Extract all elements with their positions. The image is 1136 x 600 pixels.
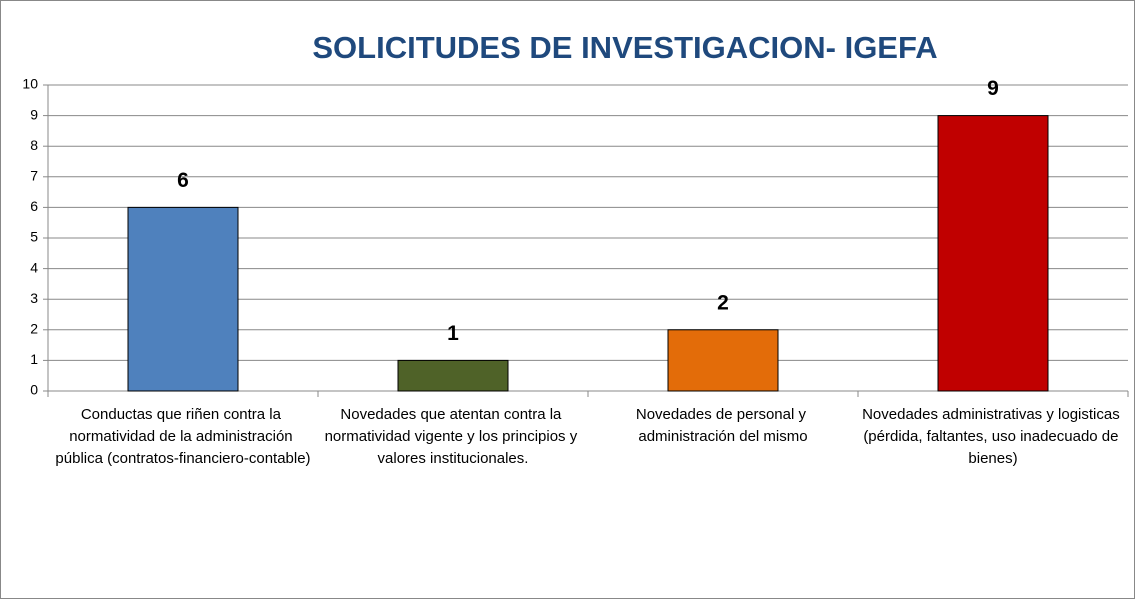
y-tick-label: 2	[30, 321, 38, 337]
y-tick-label: 7	[30, 168, 38, 184]
y-tick-label: 8	[30, 137, 38, 153]
bar	[397, 359, 509, 392]
y-tick-label: 9	[30, 106, 38, 122]
data-label: 1	[447, 322, 459, 345]
bar	[667, 329, 779, 392]
x-tick-label: Novedades administrativas y logisticas (…	[862, 406, 1124, 467]
x-tick-label: Novedades de personal y administración d…	[636, 406, 810, 445]
y-tick-label: 3	[30, 290, 38, 306]
bar	[937, 115, 1049, 392]
y-tick-label: 5	[30, 229, 38, 245]
y-tick-label: 0	[30, 382, 38, 398]
y-tick-label: 1	[30, 351, 38, 367]
x-tick-label: Novedades que atentan contra la normativ…	[325, 406, 582, 467]
bar	[127, 206, 239, 392]
data-label: 2	[717, 291, 729, 314]
chart-title: SOLICITUDES DE INVESTIGACION- IGEFA	[312, 30, 937, 65]
data-label: 6	[177, 169, 189, 192]
x-tick-label: Conductas que riñen contra la normativid…	[55, 406, 310, 467]
data-label: 9	[987, 77, 999, 100]
y-tick-label: 4	[30, 259, 38, 275]
y-tick-label: 6	[30, 198, 38, 214]
y-tick-label: 10	[22, 76, 38, 92]
